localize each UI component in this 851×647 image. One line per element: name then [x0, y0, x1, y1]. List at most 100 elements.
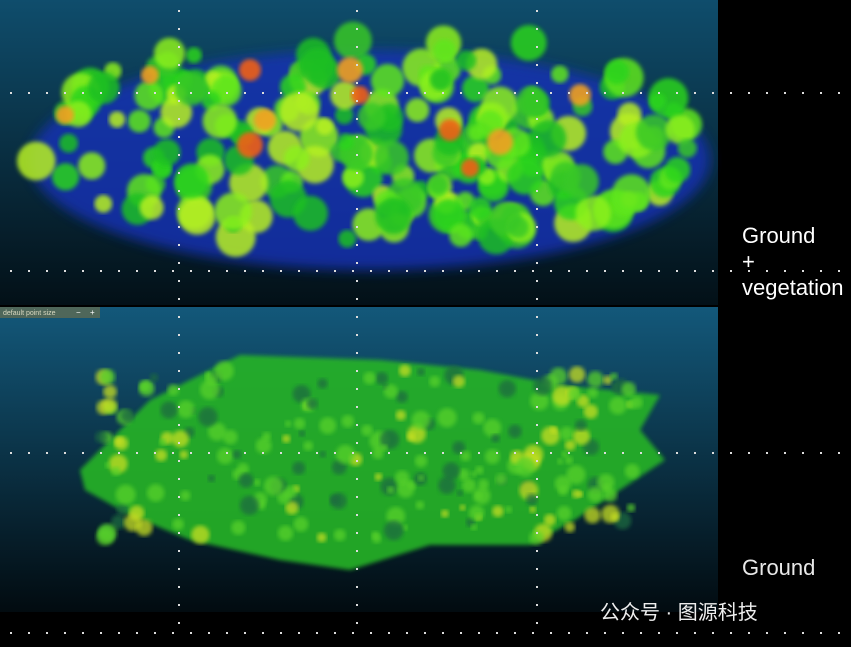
point-blob [536, 442, 538, 444]
point-blob [171, 430, 189, 448]
toolbar-minus[interactable]: − [76, 308, 81, 317]
point-blob [177, 400, 195, 419]
point-blob [583, 404, 599, 419]
point-blob [263, 476, 284, 496]
point-blob [153, 138, 181, 167]
point-blob [46, 452, 48, 454]
point-blob [478, 479, 489, 490]
point-blob [536, 334, 538, 336]
point-blob [442, 462, 460, 480]
point-blob [567, 387, 581, 401]
point-blob [298, 632, 300, 634]
point-blob [178, 197, 216, 235]
point-blob [395, 390, 408, 403]
point-blob [433, 39, 457, 62]
point-blob [178, 172, 180, 174]
point-blob [136, 92, 138, 94]
point-blob [564, 521, 576, 533]
point-blob [352, 270, 354, 272]
point-blob [586, 92, 588, 94]
point-blob [568, 632, 570, 634]
point-blob [292, 195, 328, 231]
point-blob [129, 505, 145, 521]
point-blob [280, 632, 282, 634]
point-blob [232, 449, 242, 459]
point-blob [356, 298, 358, 300]
point-blob [604, 59, 630, 85]
point-blob [172, 632, 174, 634]
point-blob [178, 280, 180, 282]
point-blob [536, 478, 538, 480]
point-blob [356, 154, 358, 156]
point-blob [317, 378, 328, 389]
point-blob [118, 270, 120, 272]
toolbar-plus[interactable]: + [90, 308, 95, 317]
point-blob [460, 92, 462, 94]
point-blob [334, 452, 336, 454]
point-blob [536, 604, 538, 606]
point-blob [820, 452, 822, 454]
point-blob [319, 417, 337, 435]
dotted-guides [10, 10, 840, 634]
point-blob [223, 429, 238, 445]
point-blob [601, 504, 620, 524]
point-blob [622, 270, 624, 272]
point-blob [356, 496, 358, 498]
point-blob [665, 114, 695, 145]
point-blob [280, 452, 282, 454]
point-blob [361, 424, 373, 437]
point-blob [330, 81, 359, 110]
point-blob [207, 422, 227, 441]
point-blob [439, 119, 461, 141]
point-blob [136, 452, 138, 454]
point-blob [96, 527, 115, 546]
point-blob [231, 520, 246, 535]
point-blob [820, 92, 822, 94]
point-blob [532, 270, 534, 272]
point-blob [178, 406, 180, 408]
label-line: Ground [742, 223, 816, 248]
point-blob [334, 92, 336, 94]
point-blob [514, 92, 516, 94]
label-line: vegetation [742, 275, 844, 300]
point-blob [536, 244, 538, 246]
point-blob [178, 586, 180, 588]
point-blob [154, 270, 156, 272]
point-blob [82, 270, 84, 272]
point-blob [190, 632, 192, 634]
point-blob [178, 604, 180, 606]
point-blob [356, 604, 358, 606]
point-blob [587, 371, 604, 388]
point-blob [262, 452, 264, 454]
point-blob [136, 632, 138, 634]
point-blob [622, 452, 624, 454]
point-blob [536, 262, 538, 264]
point-blob [536, 64, 538, 66]
point-blob [153, 37, 186, 69]
point-blob [492, 505, 504, 518]
point-blob [536, 298, 538, 300]
point-blob [838, 452, 840, 454]
point-blob [207, 474, 216, 483]
point-blob [472, 412, 485, 425]
point-blob [285, 501, 299, 515]
point-blob [532, 92, 534, 94]
point-blob [199, 379, 220, 400]
point-blob [154, 632, 156, 634]
point-blob [64, 632, 66, 634]
point-blob [536, 280, 538, 282]
point-blob [460, 450, 471, 462]
point-blob [536, 190, 538, 192]
point-blob [766, 92, 768, 94]
point-blob [461, 75, 489, 103]
point-blob [341, 414, 355, 428]
point-blob [82, 92, 84, 94]
point-blob [356, 478, 358, 480]
point-blob [694, 632, 696, 634]
point-blob [460, 452, 462, 454]
point-blob [484, 449, 500, 465]
point-blob [214, 192, 252, 231]
point-blob [536, 172, 538, 174]
point-blob [262, 270, 264, 272]
point-blob [226, 270, 228, 272]
